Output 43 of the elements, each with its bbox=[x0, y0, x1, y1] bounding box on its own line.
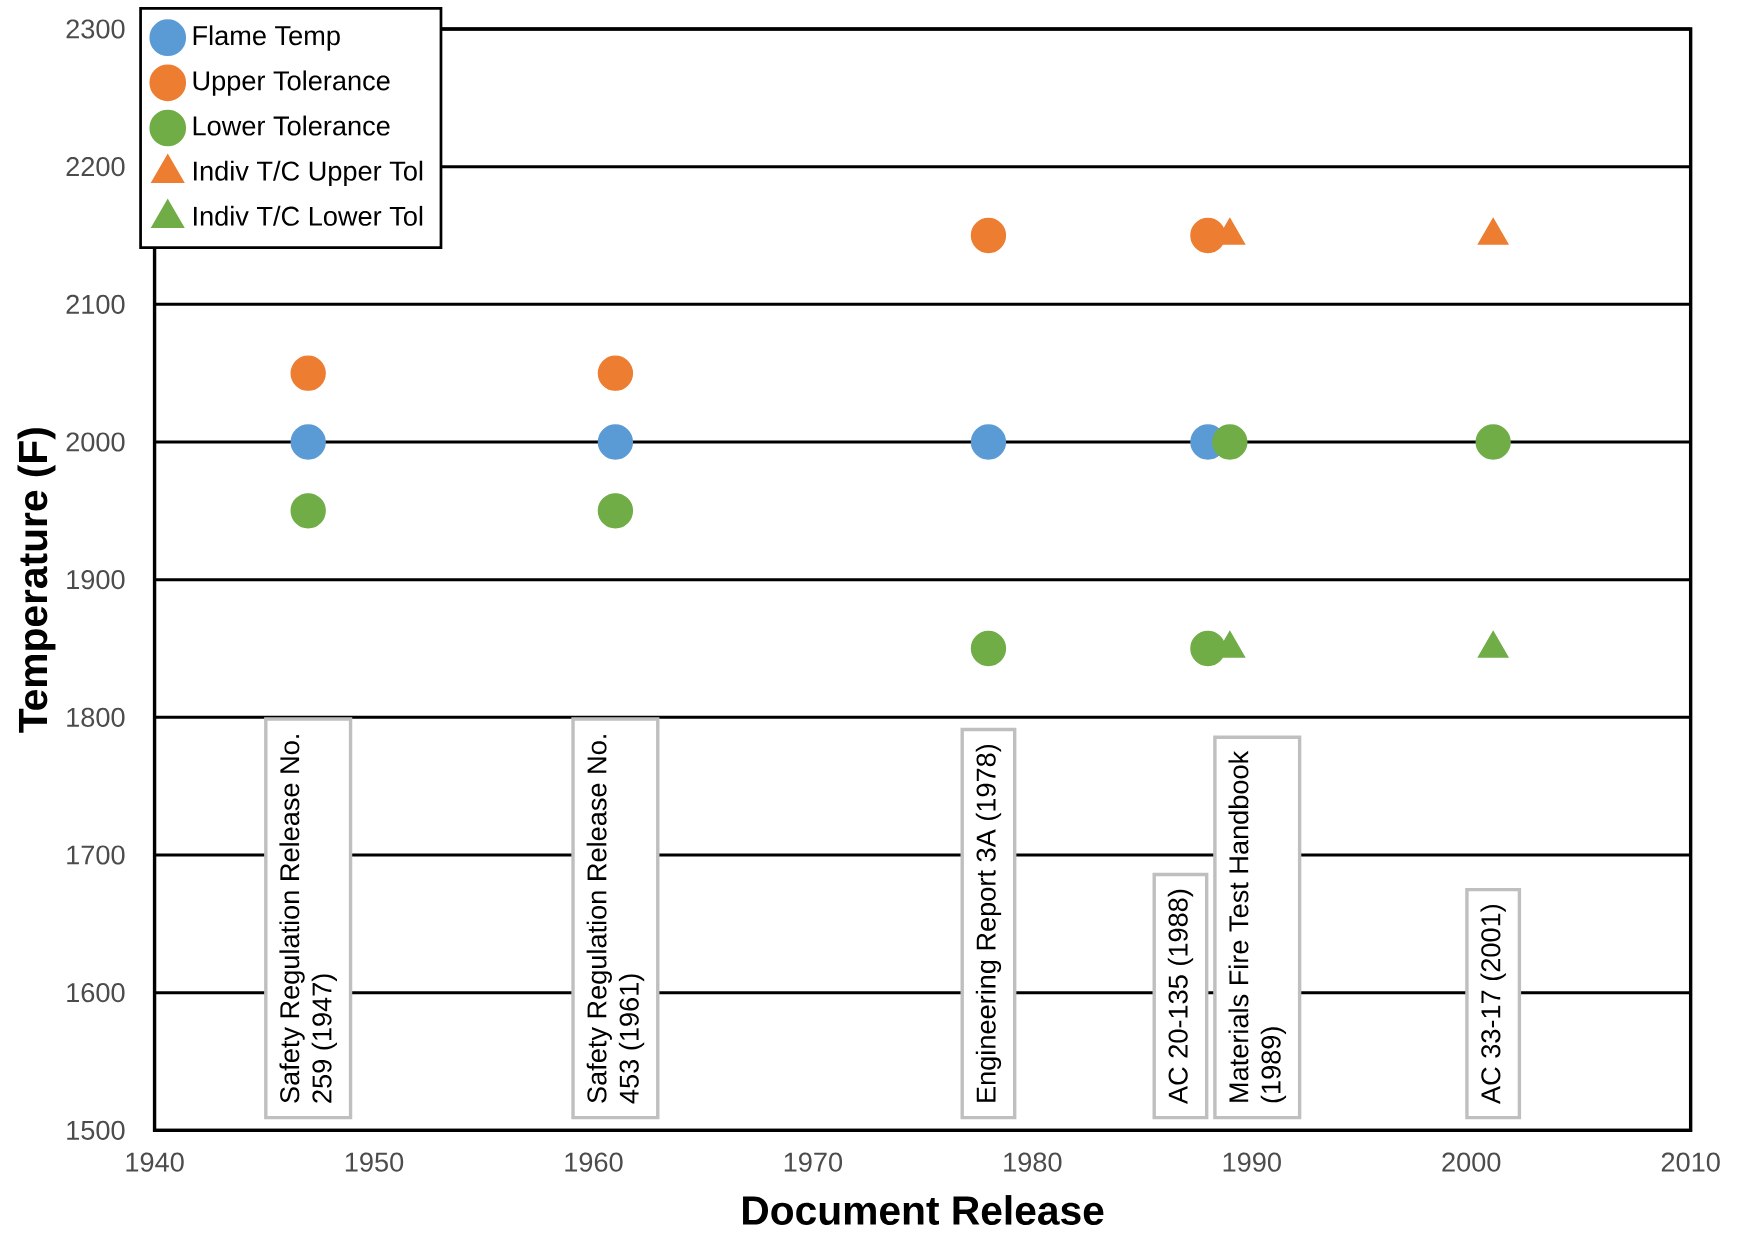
point bbox=[970, 424, 1007, 460]
y-tick-label: 2100 bbox=[66, 294, 125, 315]
x-tick-label: 2000 bbox=[1442, 1152, 1501, 1172]
point bbox=[597, 424, 634, 460]
legend-label: Indiv T/C Lower Tol bbox=[194, 206, 423, 227]
legend-label: Lower Tolerance bbox=[193, 115, 390, 136]
y-tick-label: 1800 bbox=[67, 707, 125, 728]
point bbox=[1190, 631, 1226, 667]
legend-label: Upper Tolerance bbox=[193, 70, 390, 97]
point bbox=[1475, 424, 1511, 460]
point bbox=[290, 424, 326, 460]
y-tick-label: 1600 bbox=[67, 983, 125, 1003]
legend-label: Indiv T/C Upper Tol bbox=[194, 160, 423, 187]
y-tick-label: 2000 bbox=[66, 432, 125, 452]
point bbox=[597, 355, 634, 392]
y-tick-label: 2200 bbox=[66, 157, 125, 177]
annotation: Safety Regulation Release No. 259 (1947) bbox=[279, 735, 337, 1104]
annotation: Engineering Report 3A (1978) bbox=[975, 745, 1002, 1103]
point bbox=[597, 493, 634, 529]
x-tick-label: 1990 bbox=[1223, 1152, 1281, 1172]
y-tick-label: 1500 bbox=[67, 1120, 125, 1141]
x-tick-label: 1980 bbox=[1004, 1152, 1062, 1172]
annotation: Safety Regulation Release No. 453 (1961) bbox=[586, 735, 645, 1104]
annotation: Materials Fire Test Handbook (1989) bbox=[1228, 751, 1287, 1103]
y-tick-label: 1900 bbox=[67, 570, 125, 590]
x-tick-label: 1960 bbox=[565, 1152, 623, 1172]
annotation: AC 33-17 (2001) bbox=[1480, 905, 1506, 1105]
legend-label: Flame Temp bbox=[193, 25, 340, 51]
point bbox=[290, 355, 326, 392]
x-tick-label: 2010 bbox=[1661, 1152, 1720, 1172]
y-tick-label: 2300 bbox=[66, 19, 125, 39]
y-tick-label: 1700 bbox=[67, 845, 125, 865]
x-axis-title: Document Release bbox=[743, 1195, 1104, 1226]
x-tick-label: 1970 bbox=[784, 1152, 843, 1172]
point bbox=[1212, 424, 1248, 460]
y-axis-title: Temperature (F) bbox=[17, 428, 56, 733]
point bbox=[290, 493, 326, 529]
point bbox=[970, 218, 1007, 254]
annotation: AC 20-135 (1988) bbox=[1167, 890, 1194, 1105]
x-tick-label: 1950 bbox=[345, 1152, 404, 1172]
point bbox=[970, 631, 1007, 667]
x-tick-label: 1940 bbox=[126, 1152, 184, 1172]
point bbox=[1190, 218, 1226, 254]
